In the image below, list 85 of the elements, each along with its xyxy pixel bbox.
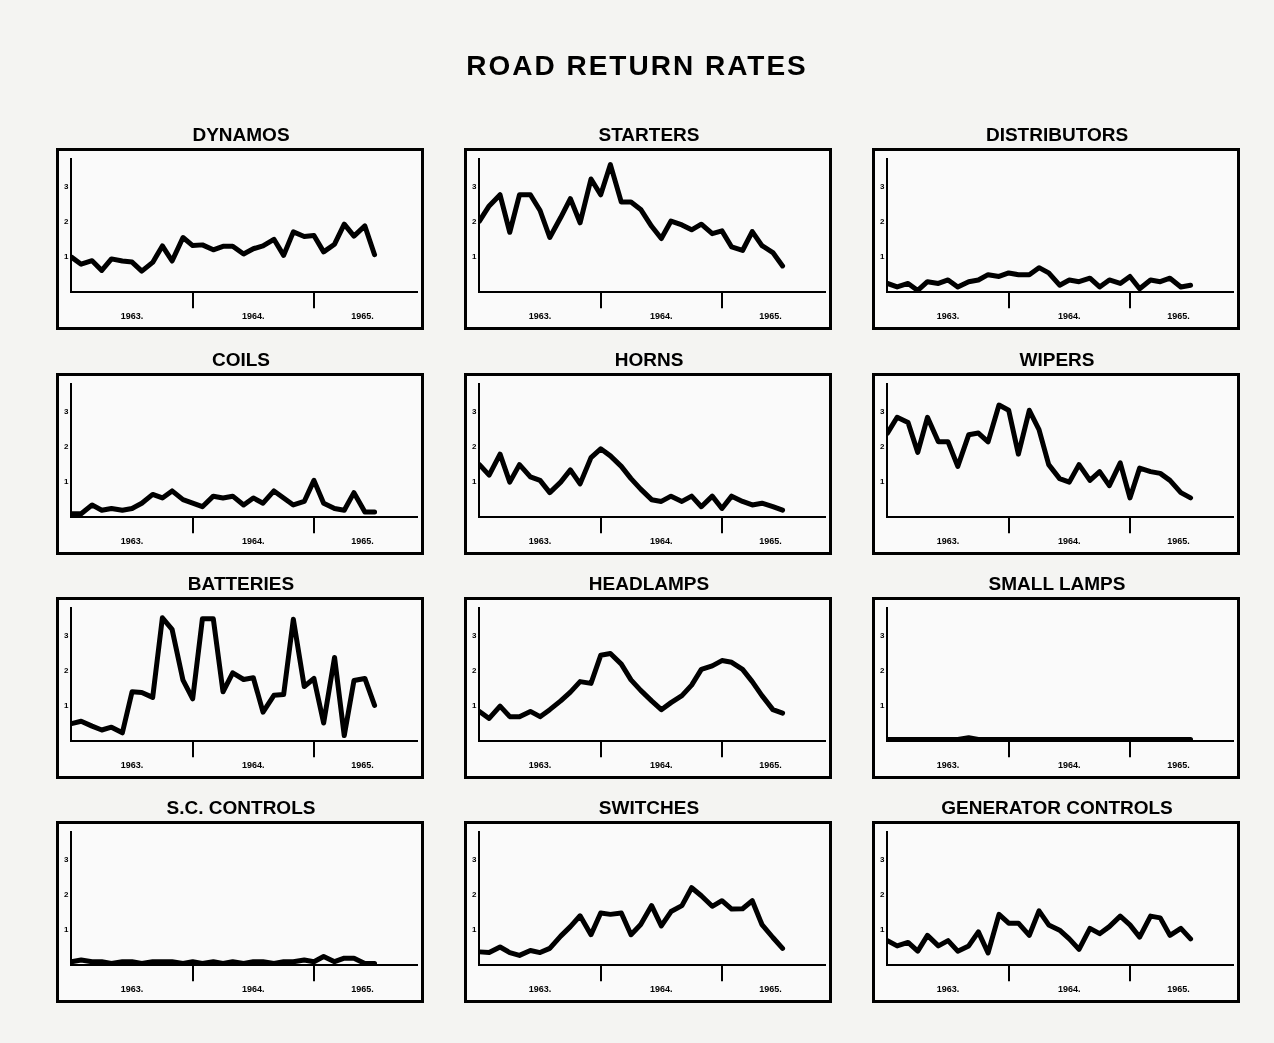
y-tick-label: 1 xyxy=(472,252,477,262)
chart-title: SMALL LAMPS xyxy=(987,573,1127,595)
x-tick-label: 1963. xyxy=(120,984,144,995)
y-tick-label: 1 xyxy=(472,701,477,711)
x-tick-label: 1965. xyxy=(351,984,374,995)
y-tick-label: 3 xyxy=(64,631,69,641)
y-tick-label: 2 xyxy=(472,666,477,676)
y-tick-label: 3 xyxy=(880,407,885,417)
y-tick-label: 2 xyxy=(64,666,69,676)
y-tick-label: 3 xyxy=(880,182,885,192)
y-tick-label: 2 xyxy=(472,217,477,227)
y-tick-label: 1 xyxy=(880,477,885,487)
y-tick-label: 1 xyxy=(880,925,885,935)
chart-title: GENERATOR CONTROLS xyxy=(940,797,1174,819)
x-tick-label: 1963. xyxy=(528,760,552,771)
text: ROAD RETURN RATES xyxy=(465,50,809,82)
y-tick-label: 1 xyxy=(64,701,69,711)
x-tick-label: 1963. xyxy=(936,311,960,322)
chart-title: SWITCHES xyxy=(597,797,701,819)
x-tick-label: 1964. xyxy=(242,311,265,322)
y-tick-label: 2 xyxy=(64,217,69,227)
x-tick-label: 1963. xyxy=(528,984,552,995)
y-tick-label: 3 xyxy=(472,855,477,865)
x-tick-label: 1963. xyxy=(528,311,552,322)
x-tick-label: 1965. xyxy=(1167,311,1190,322)
chart-title: DYNAMOS xyxy=(191,124,291,146)
chart-title: DISTRIBUTORS xyxy=(984,124,1130,146)
chart-title: COILS xyxy=(210,349,272,371)
x-tick-label: 1963. xyxy=(120,760,144,771)
chart-title: WIPERS xyxy=(1018,349,1096,371)
x-tick-label: 1965. xyxy=(1167,536,1190,547)
y-tick-label: 1 xyxy=(880,701,885,711)
x-tick-label: 1964. xyxy=(1058,536,1081,547)
x-tick-label: 1965. xyxy=(759,536,782,547)
y-tick-label: 3 xyxy=(472,631,477,641)
x-tick-label: 1965. xyxy=(759,760,782,771)
y-tick-label: 3 xyxy=(880,855,885,865)
x-tick-label: 1965. xyxy=(351,536,374,547)
y-tick-label: 2 xyxy=(880,890,885,900)
y-tick-label: 3 xyxy=(472,407,477,417)
x-tick-label: 1965. xyxy=(351,760,374,771)
x-tick-label: 1964. xyxy=(242,760,265,771)
x-tick-label: 1965. xyxy=(351,311,374,322)
y-tick-label: 1 xyxy=(64,477,69,487)
y-tick-label: 1 xyxy=(64,925,69,935)
y-tick-label: 3 xyxy=(880,631,885,641)
x-tick-label: 1964. xyxy=(650,311,673,322)
x-tick-label: 1965. xyxy=(759,984,782,995)
y-tick-label: 3 xyxy=(64,407,69,417)
chart-title: STARTERS xyxy=(597,124,701,146)
y-tick-label: 1 xyxy=(880,252,885,262)
x-tick-label: 1963. xyxy=(528,536,552,547)
x-tick-label: 1965. xyxy=(1167,760,1190,771)
x-tick-label: 1963. xyxy=(120,536,144,547)
y-tick-label: 3 xyxy=(64,855,69,865)
x-tick-label: 1965. xyxy=(759,311,782,322)
y-tick-label: 3 xyxy=(64,182,69,192)
x-tick-label: 1963. xyxy=(936,760,960,771)
x-tick-label: 1965. xyxy=(1167,984,1190,995)
y-tick-label: 2 xyxy=(472,890,477,900)
y-tick-label: 2 xyxy=(880,442,885,452)
chart-title: S.C. CONTROLS xyxy=(165,797,317,819)
x-tick-label: 1964. xyxy=(1058,760,1081,771)
y-tick-label: 2 xyxy=(880,217,885,227)
x-tick-label: 1964. xyxy=(650,536,673,547)
y-tick-label: 2 xyxy=(472,442,477,452)
x-tick-label: 1964. xyxy=(1058,984,1081,995)
y-tick-label: 2 xyxy=(64,890,69,900)
x-tick-label: 1963. xyxy=(120,311,144,322)
y-tick-label: 1 xyxy=(472,477,477,487)
x-tick-label: 1964. xyxy=(242,536,265,547)
chart-title: BATTERIES xyxy=(186,573,296,595)
y-tick-label: 2 xyxy=(64,442,69,452)
x-tick-label: 1963. xyxy=(936,984,960,995)
chart-title: HEADLAMPS xyxy=(587,573,711,595)
x-tick-label: 1964. xyxy=(650,984,673,995)
y-tick-label: 1 xyxy=(64,252,69,262)
x-tick-label: 1964. xyxy=(1058,311,1081,322)
y-tick-label: 2 xyxy=(880,666,885,676)
chart-title: HORNS xyxy=(613,349,685,371)
y-tick-label: 1 xyxy=(472,925,477,935)
y-tick-label: 3 xyxy=(472,182,477,192)
x-tick-label: 1964. xyxy=(650,760,673,771)
x-tick-label: 1964. xyxy=(242,984,265,995)
x-tick-label: 1963. xyxy=(936,536,960,547)
